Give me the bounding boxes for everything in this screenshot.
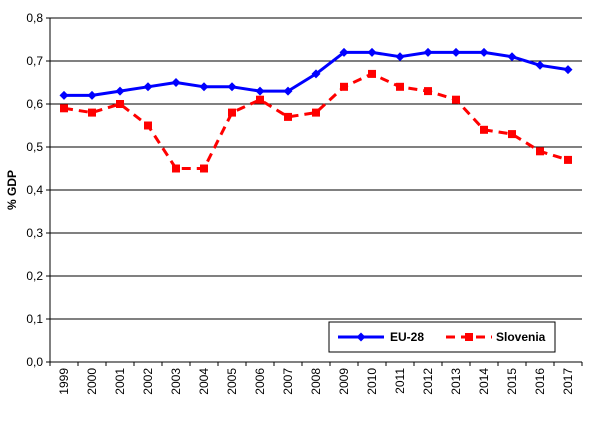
x-tick-label: 2006 (253, 368, 267, 395)
y-axis-title: % GDP (5, 170, 19, 210)
y-tick-label: 0,7 (26, 54, 43, 68)
data-point (479, 47, 489, 57)
y-tick-label: 0,2 (26, 269, 43, 283)
data-point (424, 87, 432, 96)
data-point (452, 95, 460, 104)
data-point (116, 100, 124, 108)
data-point (88, 108, 96, 117)
data-point (536, 147, 544, 156)
x-tick-label: 2004 (197, 368, 211, 395)
legend-label: Slovenia (496, 330, 546, 344)
x-tick-label: 2010 (365, 368, 379, 395)
x-tick-label: 2005 (225, 368, 239, 395)
data-point (564, 155, 572, 164)
data-point (507, 52, 517, 62)
x-tick-label: 2011 (393, 368, 407, 394)
legend: EU-28 Slovenia (328, 321, 556, 353)
data-point (339, 47, 349, 57)
data-point (255, 86, 265, 96)
data-point (60, 104, 68, 113)
legend-marker (356, 332, 366, 342)
y-axis-ticks: 0,0 0,1 0,2 0,3 0,4 0,5 0,6 0,7 0,8 (26, 11, 50, 369)
x-tick-label: 2002 (141, 368, 155, 395)
legend-marker (465, 333, 473, 341)
y-tick-label: 0,0 (26, 355, 43, 369)
data-point (368, 69, 376, 78)
x-tick-label: 2009 (337, 368, 351, 395)
x-tick-label: 2000 (85, 368, 99, 395)
x-tick-label: 1999 (57, 368, 71, 395)
x-tick-label: 2012 (421, 368, 435, 395)
data-point (508, 130, 516, 139)
x-tick-label: 2001 (113, 368, 127, 395)
x-tick-label: 2008 (309, 368, 323, 395)
x-tick-label: 2003 (169, 368, 183, 395)
data-point (200, 164, 208, 173)
data-point (283, 86, 293, 96)
data-point (199, 82, 209, 92)
data-point (284, 112, 292, 121)
x-tick-label: 2016 (533, 368, 547, 395)
data-point (227, 82, 237, 92)
x-tick-label: 2007 (281, 368, 295, 395)
data-point (143, 82, 153, 92)
axes (49, 18, 582, 363)
y-tick-label: 0,6 (26, 97, 43, 111)
y-tick-label: 0,8 (26, 11, 43, 25)
data-point (451, 47, 461, 57)
data-point (59, 90, 69, 100)
x-tick-label: 2013 (449, 368, 463, 395)
data-point (395, 52, 405, 62)
x-axis-ticks: 1999 2000 2001 2002 2003 2004 2005 2006 2007 2008… (49, 362, 583, 395)
legend-label: EU-28 (390, 330, 424, 344)
data-point (423, 47, 433, 57)
data-point (340, 82, 348, 91)
data-point (312, 108, 320, 117)
data-point (480, 125, 488, 134)
series-group (59, 47, 573, 173)
series-slovenia (60, 69, 572, 173)
data-point (256, 95, 264, 104)
y-tick-label: 0,1 (26, 312, 43, 326)
data-point (563, 65, 573, 75)
data-point (228, 108, 236, 117)
x-tick-label: 2017 (561, 368, 575, 395)
data-point (87, 90, 97, 100)
data-point (144, 121, 152, 130)
data-point (172, 164, 180, 173)
x-tick-label: 2014 (477, 368, 491, 395)
y-tick-label: 0,3 (26, 226, 43, 240)
data-point (535, 60, 545, 70)
data-point (396, 82, 404, 91)
data-point (171, 78, 181, 87)
y-tick-label: 0,5 (26, 140, 43, 154)
gridlines (50, 17, 582, 320)
y-tick-label: 0,4 (26, 183, 43, 197)
data-point (311, 69, 321, 79)
data-point (115, 86, 125, 96)
data-point (367, 47, 377, 57)
series-eu-28 (59, 47, 573, 100)
x-tick-label: 2015 (505, 368, 519, 395)
